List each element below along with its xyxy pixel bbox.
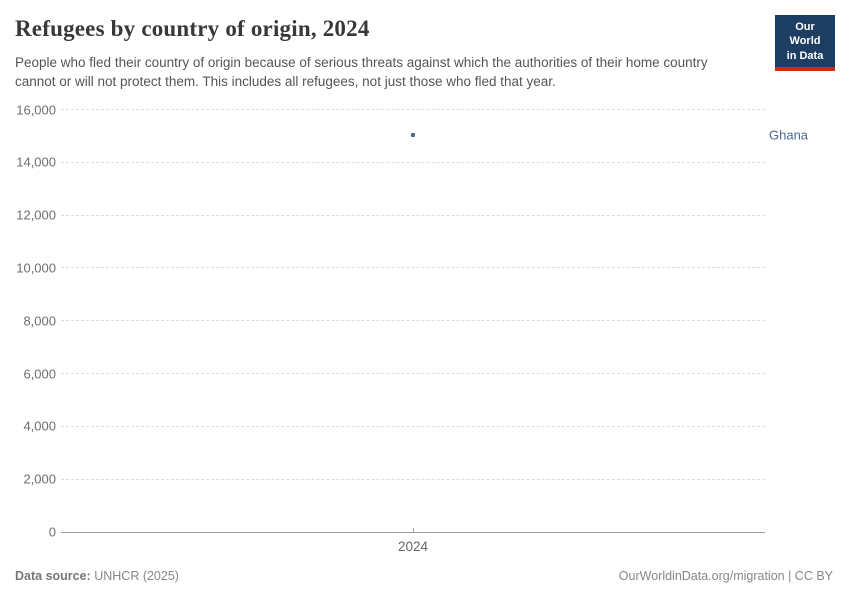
gridline bbox=[61, 478, 765, 480]
data-point-ghana[interactable] bbox=[411, 133, 415, 138]
y-tick-label: 12,000 bbox=[16, 207, 56, 223]
data-source-note: Data source: UNHCR (2025) bbox=[15, 569, 179, 583]
gridline bbox=[61, 161, 765, 163]
gridline bbox=[61, 425, 765, 427]
gridline bbox=[61, 320, 765, 322]
chart-subtitle: People who fled their country of origin … bbox=[15, 55, 708, 90]
chart-title: Refugees by country of origin, 2024 bbox=[15, 16, 370, 41]
owid-logo[interactable]: Our World in Data bbox=[775, 15, 835, 71]
gridline bbox=[61, 373, 765, 375]
owid-logo-line2: in Data bbox=[786, 49, 824, 62]
y-tick-label: 0 bbox=[48, 524, 56, 540]
entity-label-ghana[interactable]: Ghana bbox=[769, 127, 809, 143]
license-link[interactable]: OurWorldinData.org/migration | CC BY bbox=[618, 569, 833, 583]
y-tick-label: 14,000 bbox=[16, 154, 56, 170]
gridline bbox=[61, 267, 765, 269]
y-tick-label: 8,000 bbox=[23, 313, 56, 329]
y-tick-label: 16,000 bbox=[16, 102, 56, 117]
footer: Data source: UNHCR (2025) OurWorldinData… bbox=[15, 569, 833, 583]
data-source-label: Data source: bbox=[15, 569, 91, 583]
gridline bbox=[61, 214, 765, 216]
y-tick-label: 6,000 bbox=[23, 366, 56, 382]
y-tick-label: 4,000 bbox=[23, 418, 56, 434]
x-tick-label: 2024 bbox=[397, 538, 429, 554]
x-tick-mark bbox=[413, 527, 414, 533]
data-source-value: UNHCR (2025) bbox=[90, 569, 179, 583]
owid-logo-line1: Our World bbox=[789, 21, 821, 48]
y-tick-label: 10,000 bbox=[16, 260, 56, 276]
gridline bbox=[61, 109, 765, 110]
y-tick-label: 2,000 bbox=[23, 471, 56, 487]
